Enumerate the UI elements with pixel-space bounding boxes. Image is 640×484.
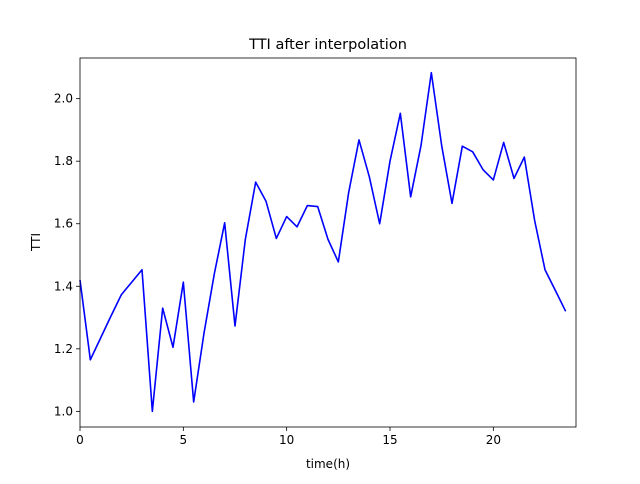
plot-layer: 0 5 10 15 20 1.0 1.2 1.4 1.6 1.8 2.0 (54, 57, 577, 447)
axes-frame (79, 57, 577, 428)
y-axis-label: TTI (29, 233, 43, 252)
y-tick-label: 2.0 (54, 92, 73, 106)
x-tick-label: 0 (76, 433, 84, 447)
chart-title: TTI after interpolation (248, 37, 407, 53)
x-tick-label: 15 (382, 433, 397, 447)
y-tick-label: 1.4 (54, 279, 73, 293)
y-tick-label: 1.2 (54, 342, 73, 356)
x-tick-label: 10 (279, 433, 294, 447)
x-tick-label: 20 (486, 433, 501, 447)
series-line-0 (79, 71, 567, 413)
x-axis-label: time(h) (306, 457, 350, 471)
x-tick-label: 5 (180, 433, 188, 447)
y-tick-label: 1.0 (54, 404, 73, 418)
y-tick-label: 1.6 (54, 217, 73, 231)
y-tick-label: 1.8 (54, 154, 73, 168)
